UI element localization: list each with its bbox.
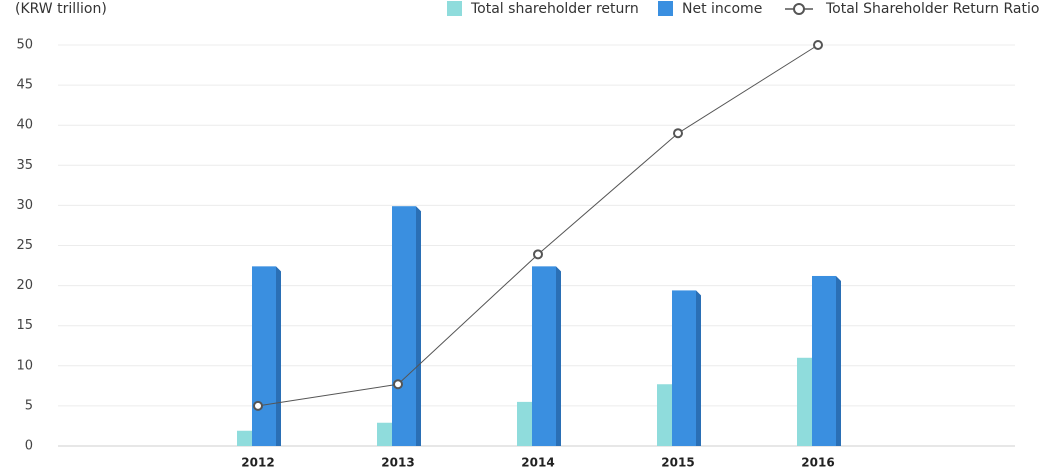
y-tick-label: 15 — [16, 318, 33, 333]
x-tick-label: 2013 — [381, 456, 414, 468]
legend-marker — [793, 3, 805, 15]
y-tick-label: 5 — [25, 398, 33, 413]
bar-side — [276, 266, 281, 446]
y-tick-label: 30 — [16, 198, 33, 213]
legend-swatch — [447, 1, 462, 16]
y-tick-label: 40 — [16, 118, 33, 133]
line-marker — [813, 40, 823, 50]
y-tick-label: 10 — [16, 358, 33, 373]
x-tick-label: 2014 — [521, 456, 554, 468]
legend-label: Total Shareholder Return Ratio — [825, 1, 1039, 17]
y-tick-label: 20 — [16, 278, 33, 293]
x-tick-label: 2012 — [241, 456, 274, 468]
bar-side — [696, 290, 701, 446]
bar — [252, 266, 276, 446]
legend-label: Total shareholder return — [470, 1, 639, 17]
line-marker — [673, 128, 683, 139]
legend-swatch — [658, 1, 673, 16]
bar — [532, 266, 556, 446]
bar-side — [416, 206, 421, 446]
y-axis-label: (KRW trillion) — [15, 1, 107, 17]
y-tick-label: 45 — [16, 78, 33, 93]
bar-side — [556, 266, 561, 446]
x-tick-label: 2015 — [661, 456, 694, 468]
y-tick-label: 35 — [16, 158, 33, 173]
bar — [672, 290, 696, 446]
legend-label: Net income — [682, 1, 762, 17]
y-tick-label: 50 — [16, 38, 33, 53]
bar — [812, 275, 836, 446]
bar — [392, 206, 416, 446]
bar-side — [836, 275, 841, 446]
y-tick-label: 0 — [25, 439, 33, 454]
y-tick-label: 25 — [16, 238, 33, 253]
line-marker — [393, 379, 403, 390]
line-marker — [253, 400, 263, 411]
x-tick-label: 2016 — [801, 456, 834, 468]
line-marker — [533, 249, 543, 260]
